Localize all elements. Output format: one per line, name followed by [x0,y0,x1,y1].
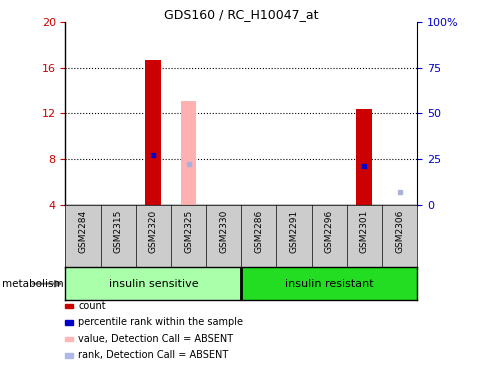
Text: GSM2325: GSM2325 [183,210,193,253]
Text: GSM2306: GSM2306 [394,210,403,253]
Bar [145,60,161,205]
Text: percentile rank within the sample: percentile rank within the sample [78,317,242,328]
Text: insulin resistant: insulin resistant [284,279,373,289]
Title: GDS160 / RC_H10047_at: GDS160 / RC_H10047_at [164,8,318,21]
Text: insulin sensitive: insulin sensitive [108,279,198,289]
Text: GSM2330: GSM2330 [219,210,228,253]
Text: GSM2315: GSM2315 [113,210,122,253]
Bar [180,101,196,205]
Text: GSM2301: GSM2301 [359,210,368,253]
Text: count: count [78,301,106,311]
Text: GSM2284: GSM2284 [78,210,88,253]
Bar [356,109,372,205]
Text: GSM2286: GSM2286 [254,210,263,253]
Text: metabolism: metabolism [2,279,64,289]
Text: value, Detection Call = ABSENT: value, Detection Call = ABSENT [78,334,233,344]
Text: GSM2296: GSM2296 [324,210,333,253]
Text: GSM2320: GSM2320 [149,210,158,253]
Text: rank, Detection Call = ABSENT: rank, Detection Call = ABSENT [78,350,228,361]
Text: GSM2291: GSM2291 [289,210,298,253]
